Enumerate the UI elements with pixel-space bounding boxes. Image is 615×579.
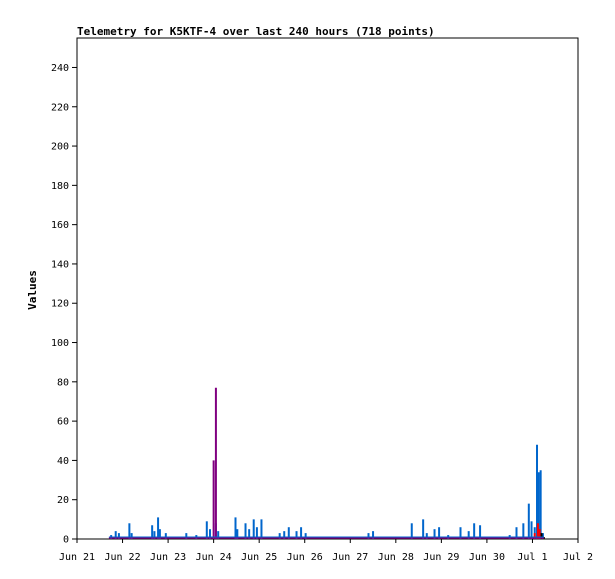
y-tick-label: 20 [57, 495, 69, 506]
x-tick-label: Jun 24 [196, 552, 232, 563]
x-tick-label: Jun 27 [332, 552, 368, 563]
series-1 [212, 387, 217, 539]
x-tick-label: Jun 26 [287, 552, 323, 563]
y-tick-label: 200 [51, 142, 69, 153]
y-tick-label: 80 [57, 377, 69, 388]
plot-area [76, 37, 579, 540]
x-axis: Jun 21 Jun 22 Jun 23 Jun 24 Jun 25 Jun 26 Jun … [59, 539, 593, 563]
y-tick-label: 60 [57, 417, 69, 428]
y-axis-label: Values [26, 270, 39, 310]
y-tick-label: 220 [51, 102, 69, 113]
y-tick-label: 160 [51, 220, 69, 231]
y-tick-label: 100 [51, 338, 69, 349]
chart-title: Telemetry for K5KTF-4 over last 240 hour… [77, 25, 435, 38]
x-tick-label: Jun 22 [104, 552, 140, 563]
x-tick-label: Jun 28 [378, 552, 414, 563]
y-tick-label: 120 [51, 299, 69, 310]
x-tick-label: Jun 21 [59, 552, 95, 563]
y-axis: 0 20 40 60 80 100 120 140 160 180 200 220 240 [51, 63, 77, 546]
x-tick-label: Jul 2 [563, 552, 593, 563]
y-tick-label: 240 [51, 63, 69, 74]
x-tick-label: Jun 25 [241, 552, 277, 563]
y-tick-label: 0 [63, 535, 69, 546]
data-series [108, 387, 545, 539]
y-tick-label: 40 [57, 456, 69, 467]
x-tick-label: Jun 29 [423, 552, 459, 563]
x-tick-label: Jul 1 [517, 552, 547, 563]
x-tick-label: Jun 30 [469, 552, 505, 563]
y-tick-label: 140 [51, 259, 69, 270]
x-tick-label: Jun 23 [150, 552, 186, 563]
y-tick-label: 180 [51, 181, 69, 192]
